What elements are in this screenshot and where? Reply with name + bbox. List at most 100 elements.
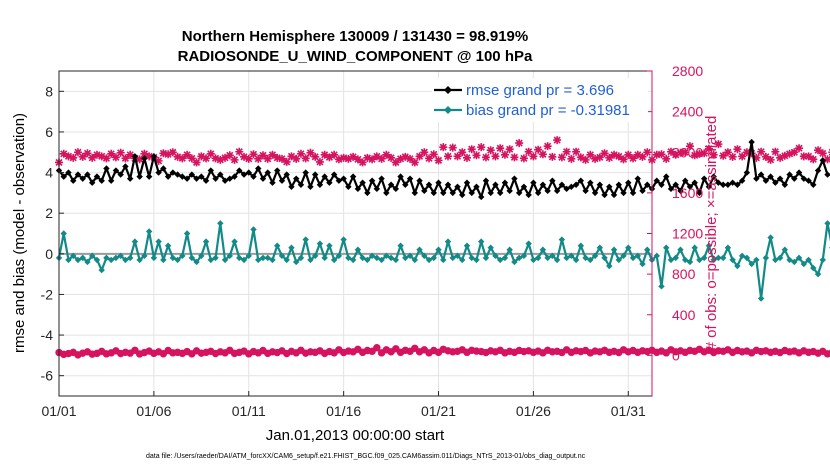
bias-point: [274, 242, 281, 249]
obs-assimilated-point: [448, 143, 457, 152]
rmse-point: [98, 177, 105, 184]
obs-assimilated-point: [135, 155, 144, 164]
bias-point: [207, 256, 215, 264]
bias-point: [492, 252, 499, 260]
rmse-point: [183, 175, 191, 182]
bias-point: [440, 256, 447, 264]
rmse-point: [430, 189, 437, 197]
obs-assimilated-point: [458, 148, 467, 157]
rmse-point: [800, 175, 808, 182]
bias-point: [563, 254, 570, 262]
obs-assimilated-point: [472, 151, 481, 160]
rmse-point: [435, 179, 442, 186]
x-tick-label: 01/26: [516, 403, 551, 419]
rmse-point: [131, 153, 139, 160]
bias-point: [364, 256, 371, 264]
legend-box: [432, 78, 648, 122]
rmse-point: [506, 187, 513, 195]
bias-point: [126, 254, 134, 262]
obs-assimilated-point: [719, 151, 728, 160]
bias-point: [402, 254, 409, 262]
rmse-point: [724, 181, 732, 188]
legend-bias-label: bias grand pr = -0.31981: [466, 102, 630, 119]
bias-point: [373, 254, 381, 262]
chart-subtitle: RADIOSONDE_U_WIND_COMPONENT @ 100 hPa: [178, 48, 533, 65]
rmse-point: [406, 175, 414, 182]
rmse-point: [93, 173, 101, 180]
rmse-point: [164, 173, 172, 180]
obs-assimilated-point: [491, 152, 500, 161]
obs-assimilated-point: [695, 149, 704, 158]
bias-point: [691, 244, 698, 251]
obs-assimilated-point: [605, 153, 614, 162]
bias-point: [416, 246, 423, 253]
obs-assimilated-point: [325, 153, 334, 162]
obs-assimilated-point: [73, 148, 82, 157]
obs-assimilated-point: [97, 152, 106, 161]
obs-assimilated-point: [572, 147, 581, 156]
bias-point: [174, 256, 181, 264]
obs-assimilated-point: [306, 148, 315, 157]
rmse-point: [677, 187, 684, 195]
obs-assimilated-point: [600, 149, 609, 158]
obs-possible-point: [131, 346, 139, 354]
obs-assimilated-point: [187, 154, 196, 163]
rmse-point: [278, 177, 286, 184]
bias-point: [444, 238, 452, 245]
rmse-point: [411, 189, 418, 197]
obs-assimilated-point: [273, 153, 282, 162]
bias-point: [397, 242, 404, 249]
rmse-point: [79, 175, 86, 182]
rmse-point: [558, 181, 566, 188]
rmse-point: [326, 179, 333, 186]
rmse-point: [810, 181, 817, 188]
rmse-point: [606, 183, 613, 190]
obs-assimilated-point: [349, 152, 358, 161]
obs-assimilated-point: [486, 146, 495, 155]
bias-point: [93, 256, 101, 264]
obs-assimilated-point: [339, 153, 348, 162]
rmse-point: [117, 171, 124, 178]
rmse-point: [297, 181, 305, 188]
plot-area: [59, 71, 652, 396]
rmse-point: [188, 171, 196, 178]
rmse-point: [160, 165, 167, 172]
bias-point: [724, 244, 732, 251]
bias-point: [525, 240, 532, 247]
bias-point: [435, 246, 442, 253]
bias-point: [188, 254, 196, 262]
bias-point: [496, 256, 504, 264]
rmse-point: [240, 171, 248, 178]
obs-possible-point: [373, 344, 381, 352]
obs-assimilated-point: [814, 146, 823, 155]
rmse-point: [245, 169, 252, 176]
rmse-point: [70, 177, 77, 184]
bias-point: [345, 254, 352, 262]
obs-assimilated-point: [268, 150, 277, 159]
bias-point: [217, 220, 224, 227]
bias-point: [487, 244, 494, 251]
rmse-point: [738, 177, 746, 184]
y-tick-label-left: 8: [45, 83, 53, 99]
rmse-point: [601, 191, 608, 199]
bias-point: [454, 252, 461, 260]
obs-assimilated-point: [69, 153, 78, 162]
obs-assimilated-point: [225, 151, 234, 160]
obs-assimilated-point: [619, 155, 628, 164]
bias-point: [738, 252, 746, 260]
bias-point: [411, 256, 418, 264]
rmse-point: [824, 171, 830, 178]
rmse-point: [478, 193, 485, 201]
rmse-point: [364, 189, 371, 197]
rmse-point: [454, 183, 461, 190]
bias-point: [221, 256, 229, 264]
rmse-point: [293, 175, 300, 182]
obs-assimilated-point: [439, 143, 448, 152]
bias-point: [107, 256, 115, 264]
bias-point: [60, 230, 67, 237]
rmse-point: [729, 179, 736, 186]
bias-point: [316, 240, 324, 247]
obs-assimilated-point: [809, 155, 818, 164]
y-tick-label-right: 2400: [672, 104, 703, 120]
